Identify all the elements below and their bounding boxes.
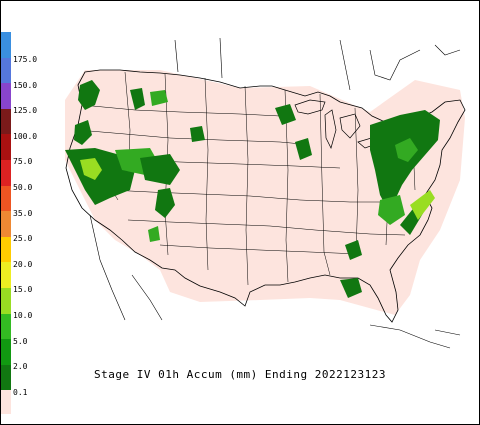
legend-label: 2.0	[13, 362, 28, 372]
legend-swatch	[1, 313, 11, 340]
legend-label: 35.0	[13, 208, 33, 218]
legend-swatch	[1, 288, 11, 314]
legend-label: 150.0	[13, 80, 38, 90]
legend-swatch	[1, 185, 11, 212]
legend-label: 175.0	[13, 55, 38, 64]
neighbor-boundaries	[89, 37, 461, 349]
legend-label: 25.0	[13, 234, 33, 244]
precip-areas	[65, 80, 440, 298]
legend-swatch	[1, 236, 11, 263]
precip-pacific-nw	[78, 80, 100, 110]
legend-label: 75.0	[13, 157, 33, 167]
precip-california-heavy	[80, 158, 102, 180]
legend-swatch	[1, 83, 11, 109]
precip-south-dakota	[275, 104, 296, 125]
legend-swatch	[1, 160, 11, 186]
precip-florida	[340, 278, 362, 298]
legend-swatch	[1, 339, 11, 365]
precip-oregon	[74, 120, 92, 145]
analysis-domain	[65, 70, 465, 315]
legend-swatch	[1, 262, 11, 288]
legend-label: 15.0	[13, 285, 33, 295]
precip-atlantic-band	[410, 190, 435, 220]
legend-swatch-base	[1, 390, 11, 415]
legend-label: 0.1	[13, 387, 28, 397]
precip-map	[65, 37, 466, 349]
legend-swatch	[1, 364, 11, 391]
precip-virginia	[378, 195, 405, 225]
precip-wisconsin	[295, 138, 312, 160]
us-outline	[65, 69, 466, 323]
legend-swatch	[1, 57, 11, 84]
legend-swatch	[1, 134, 11, 160]
precip-georgia	[345, 240, 362, 260]
precip-utah	[140, 154, 180, 185]
legend-label: 50.0	[13, 183, 33, 192]
precip-idaho	[130, 88, 145, 110]
legend-swatch	[1, 211, 11, 237]
precip-northeast-heavy	[395, 138, 418, 162]
legend-label: 10.0	[13, 311, 33, 320]
precip-wyoming	[190, 126, 205, 142]
precip-arizona	[148, 226, 160, 242]
precip-colorado	[155, 188, 175, 218]
legend-label: 125.0	[13, 106, 38, 116]
map-title: Stage IV 01h Accum (mm) Ending 202212312…	[93, 368, 387, 381]
legend-label: 20.0	[13, 259, 33, 269]
legend-swatch	[1, 108, 11, 135]
legend-label: 100.0	[13, 131, 38, 141]
legend-label: 5.0	[13, 336, 28, 346]
legend-swatch	[1, 32, 11, 58]
precip-montana	[150, 90, 168, 106]
